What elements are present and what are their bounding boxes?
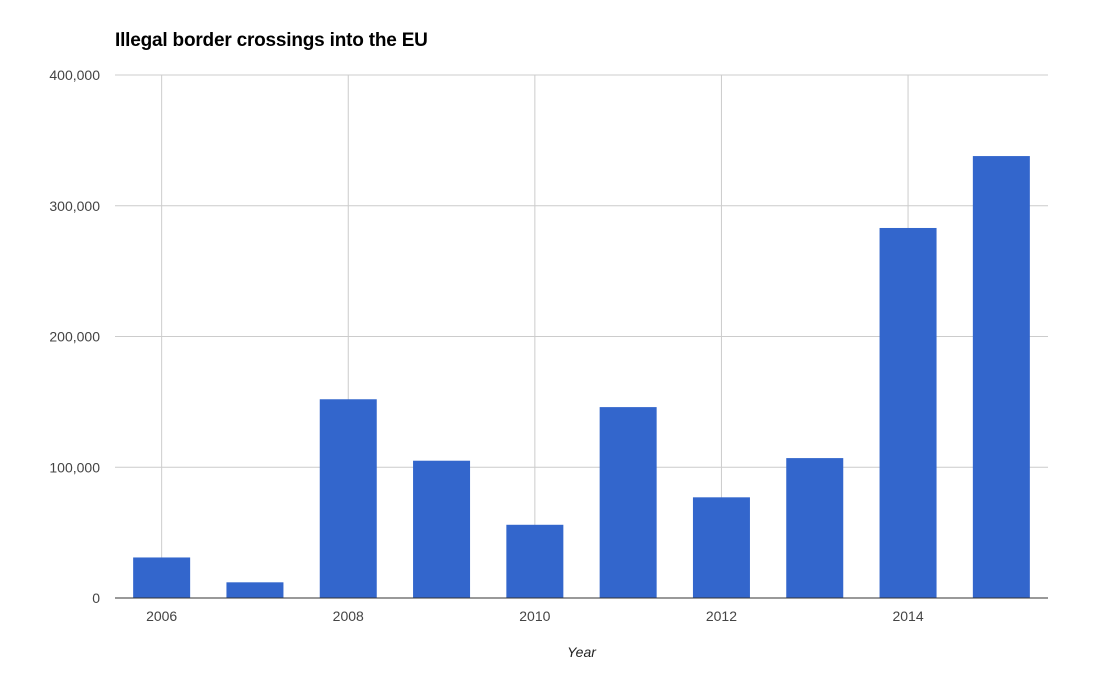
x-tick-label: 2012: [706, 608, 737, 624]
x-tick-label: 2006: [146, 608, 177, 624]
tick-labels: 0 100,000 200,000 300,000 400,000 2006 2008 201…: [49, 67, 923, 624]
y-tick-label: 0: [92, 590, 100, 606]
bar-2012: [692, 497, 750, 598]
bar-2006: [133, 557, 191, 598]
chart-title: Illegal border crossings into the EU: [115, 30, 428, 51]
x-tick-label: 2010: [519, 608, 550, 624]
bars: [133, 156, 1030, 599]
y-tick-label: 100,000: [49, 459, 100, 475]
bar-2011: [599, 407, 657, 598]
x-axis-title: Year: [567, 644, 597, 660]
y-tick-label: 200,000: [49, 329, 100, 345]
bar-2015: [972, 156, 1030, 598]
bar-2007: [226, 582, 284, 598]
x-tick-label: 2008: [333, 608, 364, 624]
bar-2009: [413, 460, 471, 598]
bar-2008: [319, 399, 377, 598]
bar-2013: [786, 458, 844, 598]
x-tick-label: 2014: [892, 608, 923, 624]
bar-2010: [506, 524, 564, 598]
y-tick-label: 300,000: [49, 198, 100, 214]
y-tick-label: 400,000: [49, 67, 100, 83]
bar-2014: [879, 227, 937, 599]
